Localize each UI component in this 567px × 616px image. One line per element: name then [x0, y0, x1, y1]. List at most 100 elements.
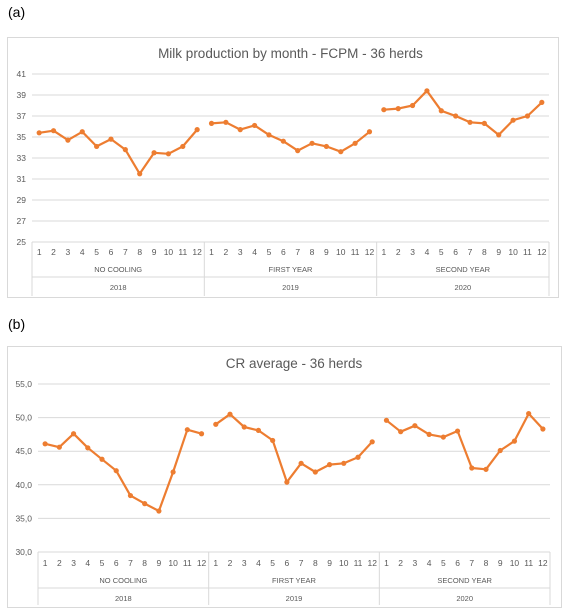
- year-label: 2018: [110, 283, 127, 292]
- year-label: 2020: [454, 283, 471, 292]
- x-tick-label: 4: [252, 247, 257, 257]
- x-tick-label: 4: [427, 558, 432, 568]
- x-tick-label: 10: [168, 558, 178, 568]
- data-point: [85, 445, 91, 451]
- x-tick-label: 11: [523, 247, 532, 257]
- series-line: [39, 128, 199, 175]
- y-tick-label: 29: [17, 195, 27, 205]
- x-tick-label: 10: [339, 558, 349, 568]
- x-tick-label: 9: [327, 558, 332, 568]
- panel-label-b: (b): [8, 316, 26, 332]
- data-point: [137, 171, 143, 177]
- data-point: [467, 119, 473, 125]
- data-point: [223, 119, 229, 125]
- data-point: [165, 151, 172, 157]
- data-point: [526, 410, 532, 417]
- x-tick-label: 1: [43, 558, 48, 568]
- data-point: [481, 120, 487, 126]
- x-tick-label: 3: [71, 558, 76, 568]
- x-tick-label: 7: [295, 247, 300, 257]
- x-tick-label: 10: [164, 247, 174, 257]
- y-tick-label: 25: [17, 237, 27, 247]
- data-point: [395, 106, 401, 112]
- data-point: [510, 117, 516, 123]
- x-tick-label: 10: [510, 558, 520, 568]
- x-tick-label: 11: [178, 247, 187, 257]
- year-label: 2019: [282, 283, 299, 292]
- group-label: NO COOLING: [94, 265, 142, 274]
- x-tick-label: 6: [285, 558, 290, 568]
- x-tick-label: 1: [381, 247, 386, 257]
- x-tick-label: 2: [398, 558, 403, 568]
- data-point: [56, 444, 62, 450]
- x-tick-label: 8: [482, 247, 487, 257]
- y-tick-label: 39: [17, 90, 27, 100]
- data-point: [194, 127, 200, 133]
- x-tick-label: 5: [100, 558, 105, 568]
- year-label: 2019: [286, 594, 303, 603]
- x-tick-label: 12: [538, 558, 548, 568]
- data-point: [453, 113, 459, 119]
- x-tick-label: 6: [114, 558, 119, 568]
- x-tick-label: 4: [256, 558, 261, 568]
- chart-a-container: Milk production by month - FCPM - 36 her…: [7, 37, 559, 298]
- data-point: [213, 421, 219, 427]
- x-tick-label: 11: [524, 558, 533, 568]
- x-tick-label: 12: [367, 558, 377, 568]
- data-point: [369, 439, 375, 445]
- year-label: 2018: [115, 594, 132, 603]
- year-label: 2020: [456, 594, 473, 603]
- data-point: [142, 501, 148, 507]
- data-point: [284, 479, 290, 485]
- data-point: [483, 466, 489, 472]
- x-tick-label: 12: [197, 558, 207, 568]
- data-point: [497, 447, 503, 454]
- x-tick-label: 5: [270, 558, 275, 568]
- x-tick-label: 2: [57, 558, 62, 568]
- data-point: [241, 424, 247, 430]
- series-line: [383, 89, 543, 137]
- data-point: [180, 143, 186, 150]
- y-tick-label: 40,0: [15, 480, 32, 490]
- data-point: [266, 132, 272, 138]
- x-tick-label: 1: [213, 558, 218, 568]
- series-line: [44, 428, 202, 513]
- series-line: [215, 413, 374, 484]
- data-point: [50, 128, 57, 134]
- data-point: [341, 460, 347, 466]
- data-point: [156, 508, 162, 514]
- data-point: [79, 129, 85, 135]
- x-tick-label: 8: [142, 558, 147, 568]
- data-point: [338, 149, 344, 155]
- data-point: [312, 469, 318, 475]
- group-label: NO COOLING: [99, 576, 147, 585]
- y-tick-label: 31: [17, 174, 27, 184]
- x-tick-label: 5: [94, 247, 99, 257]
- group-label: SECOND YEAR: [437, 576, 492, 585]
- x-tick-label: 4: [80, 247, 85, 257]
- data-point: [323, 143, 330, 150]
- data-point: [251, 122, 258, 129]
- x-tick-label: 10: [336, 247, 346, 257]
- x-tick-label: 1: [209, 247, 214, 257]
- data-point: [424, 88, 430, 94]
- x-tick-label: 1: [384, 558, 389, 568]
- x-tick-label: 2: [51, 247, 56, 257]
- data-point: [496, 132, 502, 138]
- panel-label-a: (a): [8, 4, 26, 20]
- data-point: [295, 148, 301, 154]
- chart-a-svg: Milk production by month - FCPM - 36 her…: [17, 46, 550, 296]
- group-label: FIRST YEAR: [269, 265, 313, 274]
- data-point: [298, 460, 304, 466]
- x-tick-label: 11: [183, 558, 192, 568]
- group-label: FIRST YEAR: [272, 576, 316, 585]
- x-tick-label: 8: [313, 558, 318, 568]
- x-tick-label: 8: [310, 247, 315, 257]
- data-point: [540, 426, 546, 432]
- x-tick-label: 2: [224, 247, 229, 257]
- x-tick-label: 3: [238, 247, 243, 257]
- x-tick-label: 6: [453, 247, 458, 257]
- chart-title: CR average - 36 herds: [226, 356, 363, 371]
- data-point: [409, 102, 416, 109]
- y-tick-label: 27: [17, 216, 27, 226]
